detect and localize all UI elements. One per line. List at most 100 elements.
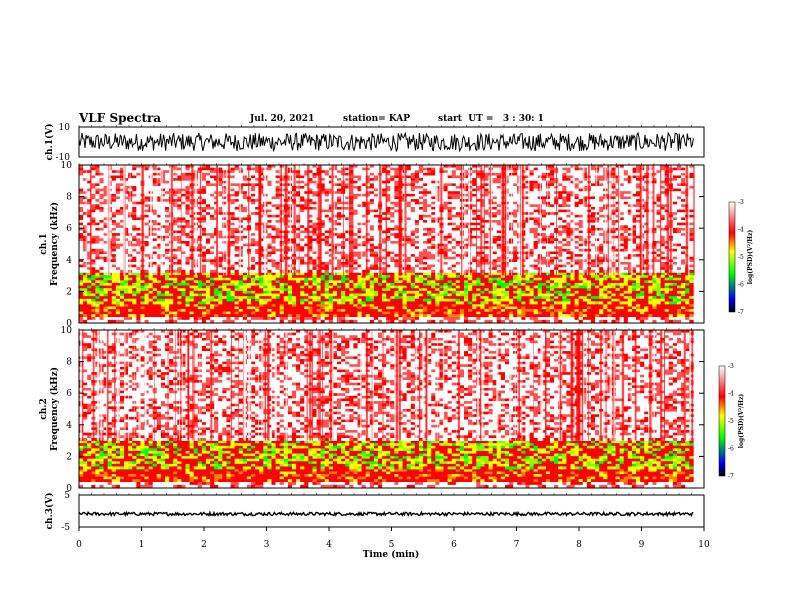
spectrogram-cell — [410, 290, 416, 294]
spectrogram-cell — [148, 280, 154, 284]
spectrogram-cell — [353, 304, 358, 307]
spectrogram-cell — [435, 280, 440, 284]
spectrogram-cell — [447, 272, 453, 276]
spectrogram-cell — [193, 293, 199, 297]
spectrogram-cell — [79, 201, 84, 205]
spectrogram-cell — [160, 267, 166, 271]
spectrogram-cell — [427, 272, 432, 276]
spectrogram-cell — [242, 269, 248, 273]
spectrogram-cell — [595, 293, 600, 297]
spectrogram-cell — [87, 243, 92, 247]
spectrogram-cell — [451, 306, 457, 310]
spectrogram-cell — [124, 282, 129, 286]
spectrogram-cell — [554, 301, 559, 305]
spectrogram-cell — [672, 296, 678, 300]
spectrogram-cell — [312, 311, 317, 315]
spectrogram-cell — [152, 180, 158, 184]
spectrogram-cell — [402, 309, 407, 312]
spectrogram-cell — [578, 275, 584, 278]
spectrogram-cell — [156, 277, 162, 281]
spectrogram-cell — [222, 230, 227, 234]
spectrogram-cell — [218, 196, 223, 200]
spectrogram-cell — [119, 230, 125, 234]
spectrogram-cell — [144, 311, 149, 315]
spectrogram-cell — [111, 277, 117, 281]
spectrogram-cell — [79, 230, 84, 234]
spectrogram-cell — [99, 275, 104, 278]
spectrogram-cell — [357, 280, 362, 284]
spectrogram-cell — [484, 304, 489, 307]
spectrogram-cell — [545, 288, 551, 292]
spectrogram-cell — [365, 277, 371, 281]
spectrogram-cell — [320, 272, 326, 276]
spectrogram-cell — [664, 301, 670, 305]
spectrogram-cell — [259, 167, 264, 171]
spectrogram-cell — [165, 185, 170, 189]
spectrogram-cell — [222, 175, 227, 179]
spectrogram-cell — [160, 293, 166, 297]
spectrogram-cell — [128, 296, 133, 300]
spectrogram-cell — [83, 185, 88, 189]
spectrogram-cell — [300, 288, 305, 292]
spectrogram-cell — [99, 193, 104, 197]
spectrogram-cell — [99, 309, 104, 312]
spectrogram-cell — [124, 243, 129, 247]
spectrogram-cell — [259, 214, 264, 218]
spectrogram-cell — [263, 288, 268, 292]
spectrogram-cell — [132, 199, 137, 202]
spectrogram-cell — [582, 288, 588, 292]
spectrogram-cell — [406, 290, 412, 294]
spectrogram-cell — [271, 277, 276, 281]
spectrogram-cell — [222, 269, 227, 273]
spectrogram-cell — [414, 293, 420, 297]
spectrogram-cell — [476, 301, 481, 305]
spectrogram-cell — [345, 280, 350, 284]
spectrogram-cell — [599, 288, 604, 292]
spectrogram-cell — [152, 254, 158, 258]
spectrogram-cell — [173, 319, 178, 324]
spectrogram-cell — [107, 288, 113, 292]
spectrogram-cell — [648, 280, 653, 284]
spectrogram-cell — [529, 314, 534, 317]
spectrogram-cell — [230, 196, 235, 200]
spectrogram-cell — [111, 304, 117, 307]
spectrogram-cell — [513, 296, 518, 300]
spectrogram-cell — [115, 256, 121, 260]
spectrogram-cell — [337, 298, 342, 302]
spectrogram-cell — [472, 282, 477, 286]
spectrogram-cell — [181, 214, 186, 218]
spectrogram-cell — [648, 288, 653, 292]
spectrogram-cell — [357, 309, 362, 312]
spectrogram-cell — [165, 282, 170, 286]
spectrogram-cell — [79, 304, 84, 307]
spectrogram-cell — [660, 282, 666, 286]
spectrogram-cell — [218, 167, 223, 171]
spectrogram-cell — [124, 199, 129, 202]
spectrogram-cell — [144, 172, 149, 176]
spectrogram-cell — [644, 319, 649, 324]
spectrogram-cell — [95, 267, 100, 271]
spectrogram-cell — [234, 199, 240, 202]
spectrogram-cell — [410, 277, 416, 281]
spectrogram-cell — [246, 282, 252, 286]
spectrogram-cell — [91, 301, 96, 305]
spectrogram-cell — [517, 301, 522, 305]
spectrogram-cell — [222, 217, 227, 221]
spectrogram-cell — [165, 275, 170, 278]
spectrogram-cell — [218, 264, 223, 268]
spectrogram-cell — [480, 311, 485, 315]
spectrogram-cell — [431, 306, 436, 310]
spectrogram-cell — [181, 301, 186, 305]
spectrogram-cell — [574, 288, 579, 292]
spectrogram-cell — [644, 275, 649, 278]
spectrogram-cell — [156, 304, 162, 307]
spectrogram-cell — [455, 319, 461, 324]
spectrogram-cell — [545, 277, 551, 281]
spectrogram-cell — [205, 314, 211, 317]
spectrogram-cell — [607, 311, 612, 315]
spectrogram-cell — [201, 230, 207, 234]
spectrogram-cell — [496, 304, 502, 307]
spectrogram-cell — [406, 309, 412, 312]
spectrogram-cell — [111, 309, 117, 312]
spectrogram-cell — [582, 319, 588, 324]
